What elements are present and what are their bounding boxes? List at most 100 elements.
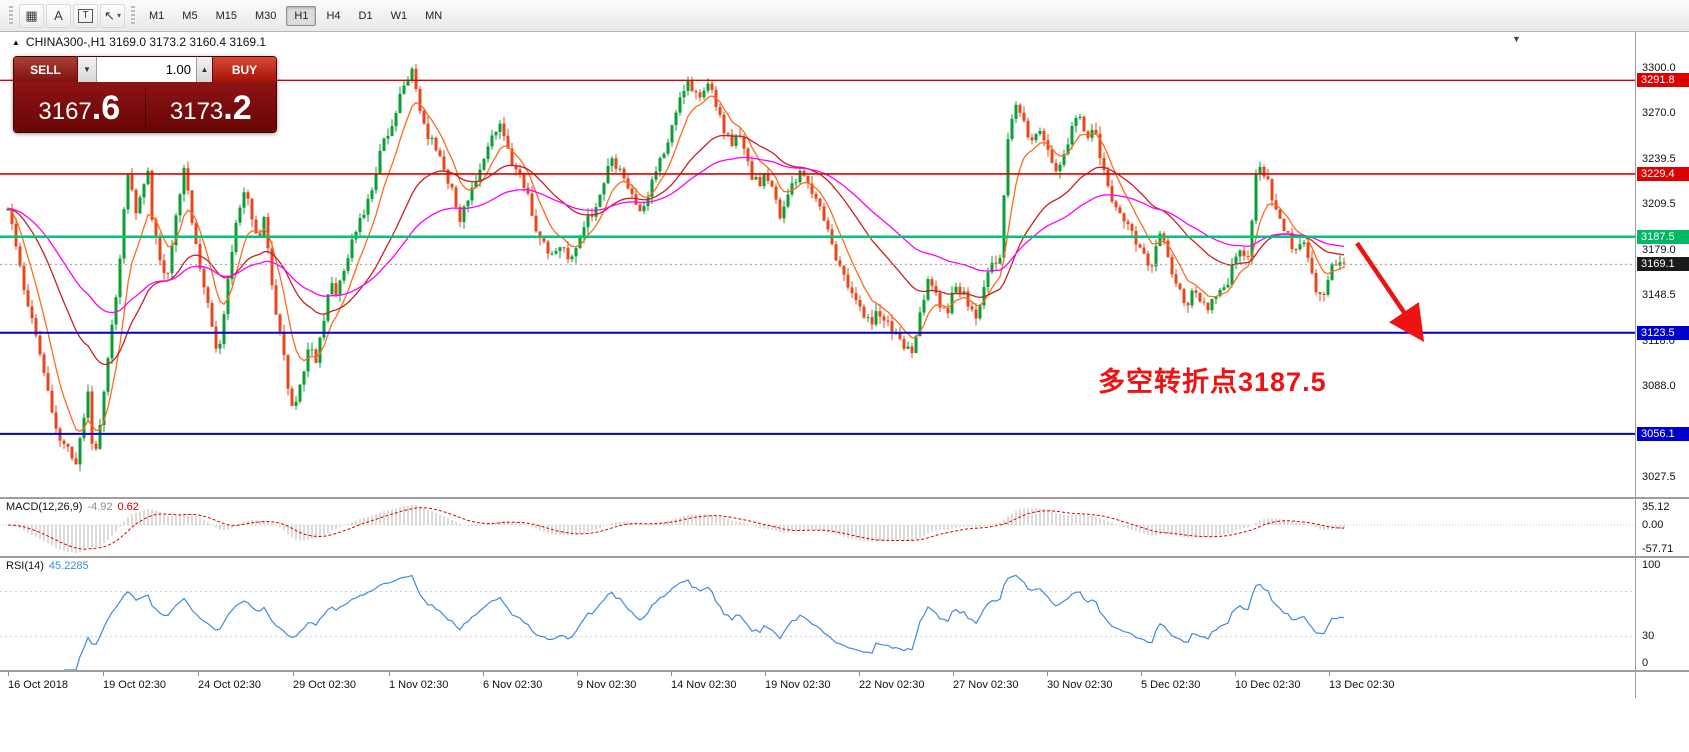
time-tick bbox=[953, 672, 954, 676]
time-tick bbox=[577, 672, 578, 676]
objects-icon: ▦ bbox=[25, 7, 38, 23]
time-label: 10 Dec 02:30 bbox=[1235, 679, 1301, 691]
volume-increase-button[interactable]: ▲ bbox=[196, 57, 213, 82]
timeframe-H4-button[interactable]: H4 bbox=[326, 9, 341, 22]
timeframe-M1-button[interactable]: M1 bbox=[149, 9, 165, 22]
timeframe-M15-button[interactable]: M15 bbox=[215, 9, 237, 22]
time-label: 16 Oct 2018 bbox=[8, 679, 68, 691]
time-tick bbox=[671, 672, 672, 676]
volume-input[interactable] bbox=[97, 57, 196, 82]
tool-objects-button[interactable]: ▦ bbox=[19, 3, 44, 28]
rsi-line bbox=[64, 574, 1345, 670]
price-badge-3169.1: 3169.1 bbox=[1637, 257, 1689, 272]
candles-layer bbox=[6, 63, 1346, 472]
price-tick-3300.0: 3300.0 bbox=[1642, 62, 1676, 74]
ma-line-60 bbox=[7, 156, 1345, 314]
dropdown-caret-icon: ▾ bbox=[116, 11, 121, 20]
macd-chart-area[interactable] bbox=[0, 499, 1635, 556]
timeframe-H1-button[interactable]: H1 bbox=[286, 5, 317, 26]
time-label: 19 Nov 02:30 bbox=[765, 679, 831, 691]
rsi-panel: RSI(14) 45.2285 bbox=[0, 558, 1635, 670]
time-axis[interactable]: 16 Oct 2018 19 Oct 02:30 24 Oct 02:30 29 Oc… bbox=[0, 672, 1635, 698]
buy-price-fraction: .2 bbox=[223, 88, 252, 127]
price-tick-3179.0: 3179.0 bbox=[1642, 243, 1676, 256]
timeframe-W1-button[interactable]: W1 bbox=[390, 9, 408, 22]
volume-dropdown-button[interactable]: ▼ bbox=[77, 57, 97, 82]
macd-signal-value: 0.62 bbox=[117, 501, 139, 513]
timeframe-MN-button[interactable]: MN bbox=[425, 9, 443, 22]
time-tick bbox=[103, 672, 104, 676]
chart-shift-marker-icon[interactable]: ▼ bbox=[1512, 34, 1521, 44]
time-label: 13 Dec 02:30 bbox=[1329, 679, 1395, 691]
toolbar-drag-handle[interactable] bbox=[131, 5, 135, 26]
rsi-axis-label-0: 0 bbox=[1642, 657, 1649, 669]
price-tick-3027.5: 3027.5 bbox=[1642, 470, 1676, 483]
timeframe-M30-button[interactable]: M30 bbox=[254, 9, 277, 22]
panel-splitter[interactable] bbox=[0, 670, 1689, 672]
trade-panel-divider bbox=[144, 88, 146, 128]
price-tick-3209.5: 3209.5 bbox=[1642, 197, 1676, 210]
price-tick-3088.0: 3088.0 bbox=[1642, 380, 1676, 392]
time-label: 29 Oct 02:30 bbox=[293, 679, 356, 691]
rsi-axis-label-30: 30 bbox=[1642, 630, 1655, 642]
macd-axis-label-35.12: 35.12 bbox=[1642, 501, 1670, 513]
time-label: 24 Oct 02:30 bbox=[198, 679, 261, 691]
price-badge-3056.1: 3056.1 bbox=[1637, 426, 1689, 441]
time-label: 19 Oct 02:30 bbox=[103, 679, 166, 691]
ma-line-8 bbox=[7, 95, 1345, 433]
toolbar-drag-handle[interactable] bbox=[9, 5, 13, 26]
rsi-name: RSI(14) bbox=[6, 560, 44, 572]
macd-label: MACD(12,26,9) -4.92 0.62 bbox=[6, 501, 144, 513]
price-badge-3229.4: 3229.4 bbox=[1637, 166, 1689, 181]
rsi-chart-area[interactable] bbox=[0, 558, 1635, 670]
chart-title-text: CHINA300-,H1 3169.0 3173.2 3160.4 3169.1 bbox=[25, 35, 267, 49]
time-label: 6 Nov 02:30 bbox=[483, 679, 543, 691]
one-click-trade-panel: SELL ▼ ▲ BUY 3167.6 3173.2 bbox=[13, 56, 277, 133]
textbox-icon: T bbox=[78, 8, 93, 23]
time-label: 27 Nov 02:30 bbox=[953, 679, 1019, 691]
time-tick bbox=[1141, 672, 1142, 676]
macd-name: MACD(12,26,9) bbox=[6, 501, 83, 513]
sell-button[interactable]: SELL bbox=[14, 57, 77, 82]
price-badge-3291.8: 3291.8 bbox=[1637, 73, 1689, 88]
time-tick bbox=[389, 672, 390, 676]
tool-text-button[interactable]: A bbox=[46, 3, 71, 28]
time-tick bbox=[483, 672, 484, 676]
buy-button[interactable]: BUY bbox=[213, 57, 276, 82]
panel-splitter[interactable] bbox=[0, 497, 1689, 499]
time-label: 30 Nov 02:30 bbox=[1047, 679, 1113, 691]
tool-shapes-button[interactable]: ↖ ▾ bbox=[100, 3, 125, 28]
time-tick bbox=[198, 672, 199, 676]
text-icon: A bbox=[54, 8, 63, 23]
ma-line-30 bbox=[7, 134, 1345, 366]
macd-histogram bbox=[11, 505, 1345, 553]
rsi-axis-label-100: 100 bbox=[1642, 559, 1661, 571]
price-badge-3187.5: 3187.5 bbox=[1637, 229, 1689, 244]
trade-panel-prices: 3167.6 3173.2 bbox=[14, 82, 276, 132]
time-label: 22 Nov 02:30 bbox=[859, 679, 925, 691]
drawing-tools-group: ▦ A T ↖ ▾ bbox=[18, 3, 126, 28]
collapse-icon[interactable]: ▲ bbox=[12, 37, 20, 47]
time-label: 9 Nov 02:30 bbox=[577, 679, 637, 691]
chart-window: ▲ CHINA300-,H1 3169.0 3173.2 3160.4 3169… bbox=[0, 32, 1635, 497]
macd-axis-label--57.71: -57.71 bbox=[1642, 543, 1674, 555]
panel-splitter[interactable] bbox=[0, 556, 1689, 558]
time-tick bbox=[293, 672, 294, 676]
timeframe-toolbar: M1 M5 M15 M30 H1 H4 D1 W1 MN bbox=[140, 5, 451, 26]
main-chart-area[interactable] bbox=[0, 32, 1635, 497]
timeframe-D1-button[interactable]: D1 bbox=[358, 9, 373, 22]
time-label: 14 Nov 02:30 bbox=[671, 679, 737, 691]
timeframe-M5-button[interactable]: M5 bbox=[182, 9, 198, 22]
time-tick bbox=[1329, 672, 1330, 676]
price-tick-3148.5: 3148.5 bbox=[1642, 289, 1676, 302]
sell-price: 3167.6 bbox=[14, 89, 145, 128]
rsi-label: RSI(14) 45.2285 bbox=[6, 560, 94, 572]
chart-title: ▲ CHINA300-,H1 3169.0 3173.2 3160.4 3169… bbox=[12, 35, 266, 49]
buy-price-main: 3173 bbox=[169, 97, 224, 125]
price-tick-3239.5: 3239.5 bbox=[1642, 152, 1676, 165]
price-axis[interactable]: 3300.0 3270.0 3239.5 3209.5 3179.0 3148.5 3118… bbox=[1635, 32, 1689, 698]
tool-textbox-button[interactable]: T bbox=[73, 3, 98, 28]
time-tick bbox=[765, 672, 766, 676]
macd-main-value: -4.92 bbox=[87, 501, 113, 513]
macd-panel: MACD(12,26,9) -4.92 0.62 bbox=[0, 499, 1635, 556]
